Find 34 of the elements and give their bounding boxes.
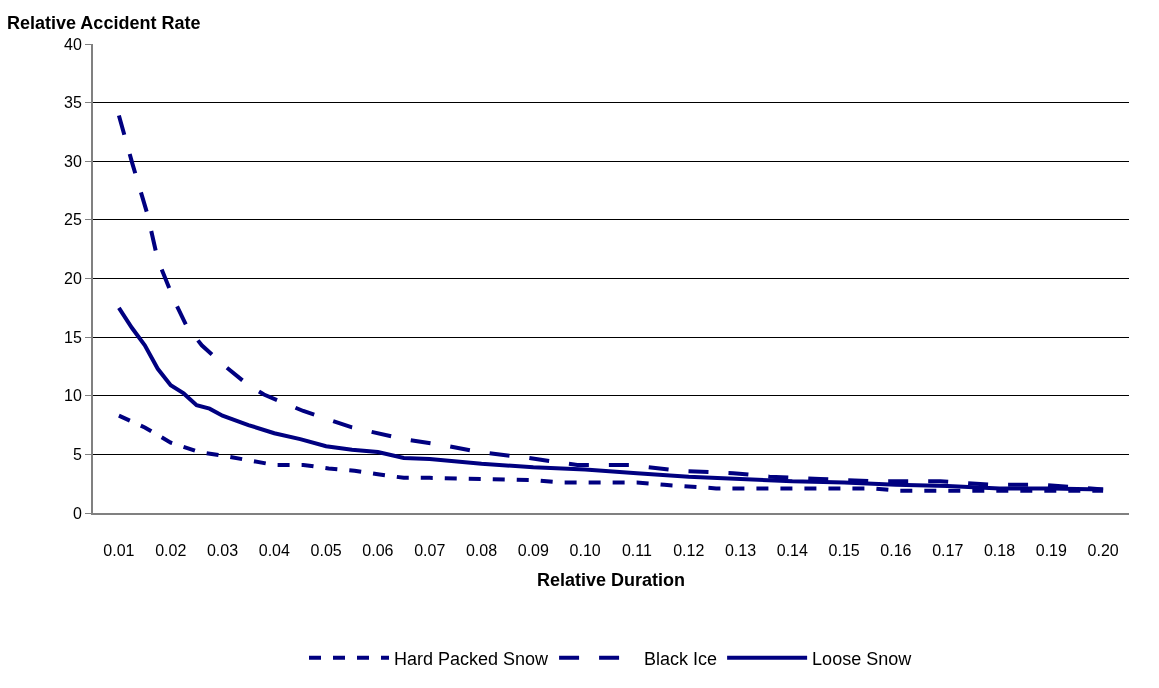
x-axis-title: Relative Duration (536, 569, 686, 590)
y-tick-label: 5 (72, 445, 82, 463)
x-tick-label: 0.11 (621, 542, 652, 560)
y-tick-label: 40 (64, 35, 82, 53)
y-tick-label: 0 (72, 504, 82, 522)
x-tick-label: 0.03 (206, 542, 239, 560)
legend-label: Black Ice (644, 648, 718, 669)
x-tick-label: 0.20 (1087, 542, 1119, 560)
x-tick-label: 0.07 (414, 542, 446, 560)
x-tick-label: 0.09 (517, 542, 549, 560)
x-tick-label: 0.13 (724, 542, 757, 560)
x-tick-label: 0.01 (103, 542, 135, 560)
x-tick-label: 0.10 (569, 542, 601, 560)
y-tick-label: 10 (64, 387, 82, 405)
x-tick-label: 0.04 (258, 542, 290, 560)
x-tick-label: 0.06 (362, 542, 394, 560)
y-tick-label: 15 (64, 328, 82, 346)
legend-label: Loose Snow (812, 648, 913, 669)
x-tick-label: 0.17 (932, 542, 964, 560)
x-tick-label: 0.05 (310, 542, 342, 560)
x-tick-label: 0.16 (880, 542, 912, 560)
y-tick-label: 20 (64, 270, 82, 288)
x-tick-label: 0.18 (983, 542, 1016, 560)
y-tick-label: 25 (64, 211, 82, 229)
x-tick-label: 0.19 (1035, 542, 1067, 560)
y-tick-label: 35 (64, 94, 82, 112)
y-axis-title: Relative Accident Rate (7, 13, 201, 33)
x-tick-label: 0.14 (776, 542, 808, 560)
x-tick-label: 0.12 (673, 542, 705, 560)
legend-label: Hard Packed Snow (394, 648, 550, 669)
x-tick-label: 0.15 (828, 542, 860, 560)
x-tick-label: 0.02 (155, 542, 187, 560)
y-tick-label: 30 (64, 152, 82, 170)
x-tick-label: 0.08 (465, 542, 498, 560)
